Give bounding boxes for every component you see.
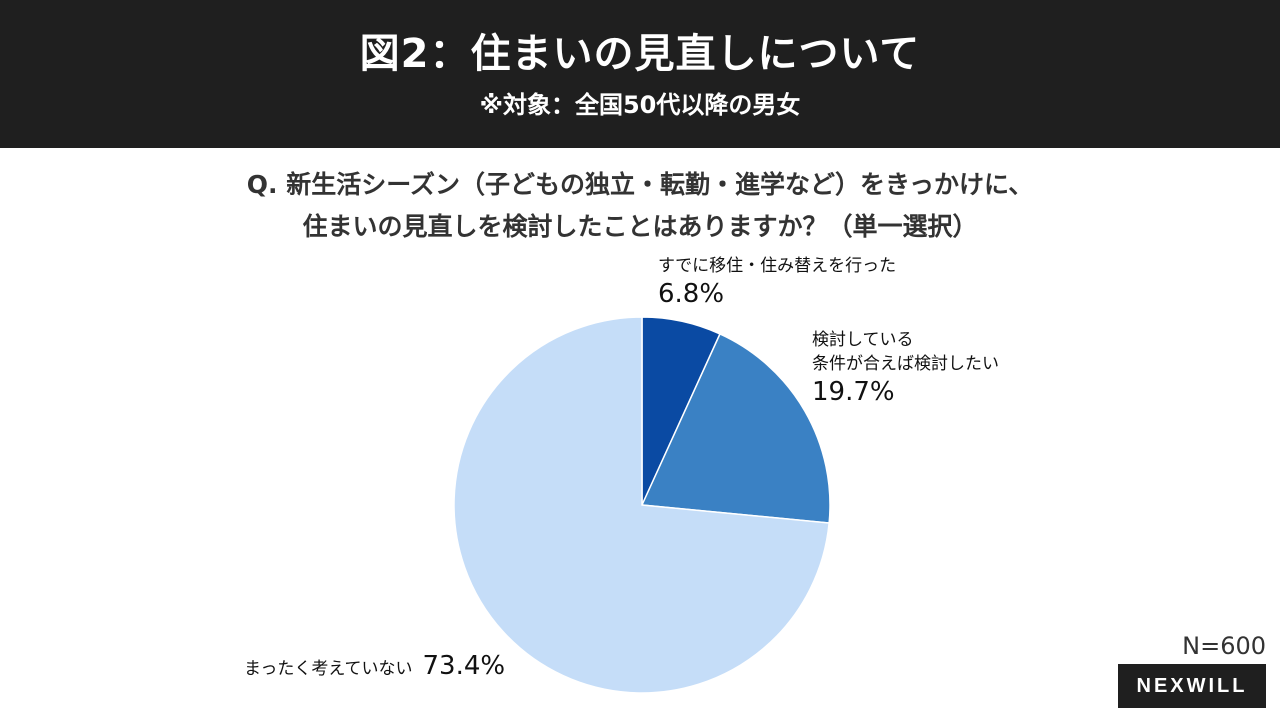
slice-label-moved-percent: 6.8% xyxy=(658,279,725,309)
page-title: 図2：住まいの見直しについて xyxy=(359,31,921,77)
question-text: Q. 新生活シーズン（子どもの独立・転勤・進学など）をきっかけに、 住まいの見直… xyxy=(0,164,1280,248)
slice-label-considering: 検討している 条件が合えば検討したい 19.7% xyxy=(812,328,999,408)
header-banner: 図2：住まいの見直しについて ※対象：全国50代以降の男女 xyxy=(0,0,1280,148)
page-subtitle: ※対象：全国50代以降の男女 xyxy=(479,91,801,119)
slice-label-moved-category: すでに移住・住み替えを行った xyxy=(658,256,897,276)
slice-label-not-considering-percent: 73.4% xyxy=(422,651,506,681)
pie-slice-considering xyxy=(640,332,831,524)
pie-slice-not-considering xyxy=(453,316,830,694)
slice-label-considering-line-2: 条件が合えば検討したい xyxy=(812,354,999,374)
question-line-2: 住まいの見直しを検討したことはありますか？（単一選択） xyxy=(302,212,978,241)
slice-label-considering-percent: 19.7% xyxy=(812,377,895,407)
slice-label-considering-line-1: 検討している xyxy=(812,330,914,350)
nexwill-logo: NEXWILL xyxy=(1118,664,1266,708)
slice-label-not-considering-category: まったく考えていない xyxy=(244,659,413,679)
question-line-1: Q. 新生活シーズン（子どもの独立・転勤・進学など）をきっかけに、 xyxy=(246,170,1034,199)
slice-label-not-considering: まったく考えていない 73.4% xyxy=(244,650,505,682)
slice-label-moved: すでに移住・住み替えを行った 6.8% xyxy=(658,254,896,310)
sample-size: N=600 xyxy=(1182,632,1266,660)
